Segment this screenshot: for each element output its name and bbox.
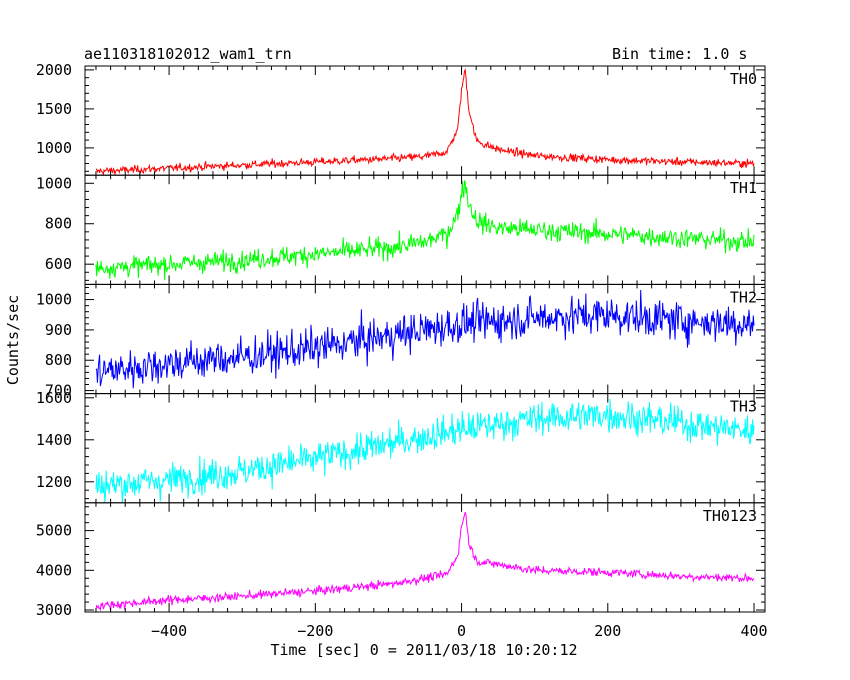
y-tick-label: 5000 (36, 522, 72, 540)
series-line-th1 (95, 179, 755, 281)
panel-label-th0: TH0 (730, 70, 757, 88)
y-tick-label: 3000 (36, 601, 72, 619)
y-tick-label: 900 (45, 321, 72, 339)
panel-th0: 1000 1500 2000 TH0 (36, 61, 766, 176)
panel-frame (84, 283, 766, 395)
x-axis-label: Time [sec] 0 = 2011/03/18 10:20:12 (270, 641, 577, 659)
chart-title: ae110318102012_wam1_trn (84, 45, 292, 63)
panel-label-th3: TH3 (730, 398, 757, 416)
y-tick-label: 1000 (36, 139, 72, 157)
x-tick-label: 0 (457, 622, 466, 640)
y-tick-label: 1000 (36, 174, 72, 192)
y-tick-label: 800 (45, 351, 72, 369)
panel-th2: 700 800 900 1000 TH2 (36, 283, 766, 400)
y-tick-label: 600 (45, 255, 72, 273)
series-line-th0123 (95, 511, 755, 612)
panel-th3: 1200 1400 1600 TH3 (36, 389, 766, 504)
y-tick-label: 2000 (36, 61, 72, 79)
y-tick-label: 800 (45, 215, 72, 233)
panel-label-th0123: TH0123 (703, 507, 757, 525)
y-tick-label: 1400 (36, 431, 72, 449)
y-tick-label: 700 (45, 382, 72, 400)
y-tick-label: 1600 (36, 389, 72, 407)
panel-th1: 600 800 1000 TH1 (36, 174, 766, 285)
series-line-th0 (95, 68, 755, 175)
x-tick-label: −200 (297, 622, 333, 640)
y-axis-label: Counts/sec (4, 295, 22, 385)
panel-frame (84, 174, 766, 285)
panel-label-th2: TH2 (730, 288, 757, 306)
panel-frame (84, 502, 766, 613)
y-tick-label: 1500 (36, 100, 72, 118)
x-tick-label: −400 (151, 622, 187, 640)
panel-th0123: 3000 4000 5000 TH0123 (36, 502, 766, 619)
panel-frame (84, 65, 766, 176)
series-line-th2 (95, 290, 755, 389)
y-tick-label: 1200 (36, 473, 72, 491)
x-tick-label: 200 (594, 622, 621, 640)
panel-label-th1: TH1 (730, 179, 757, 197)
panel-frame (84, 393, 766, 504)
series-line-th3 (95, 398, 755, 503)
bin-time-label: Bin time: 1.0 s (612, 45, 748, 63)
x-tick-label: 400 (740, 622, 767, 640)
y-tick-label: 4000 (36, 561, 72, 579)
y-tick-label: 1000 (36, 291, 72, 309)
